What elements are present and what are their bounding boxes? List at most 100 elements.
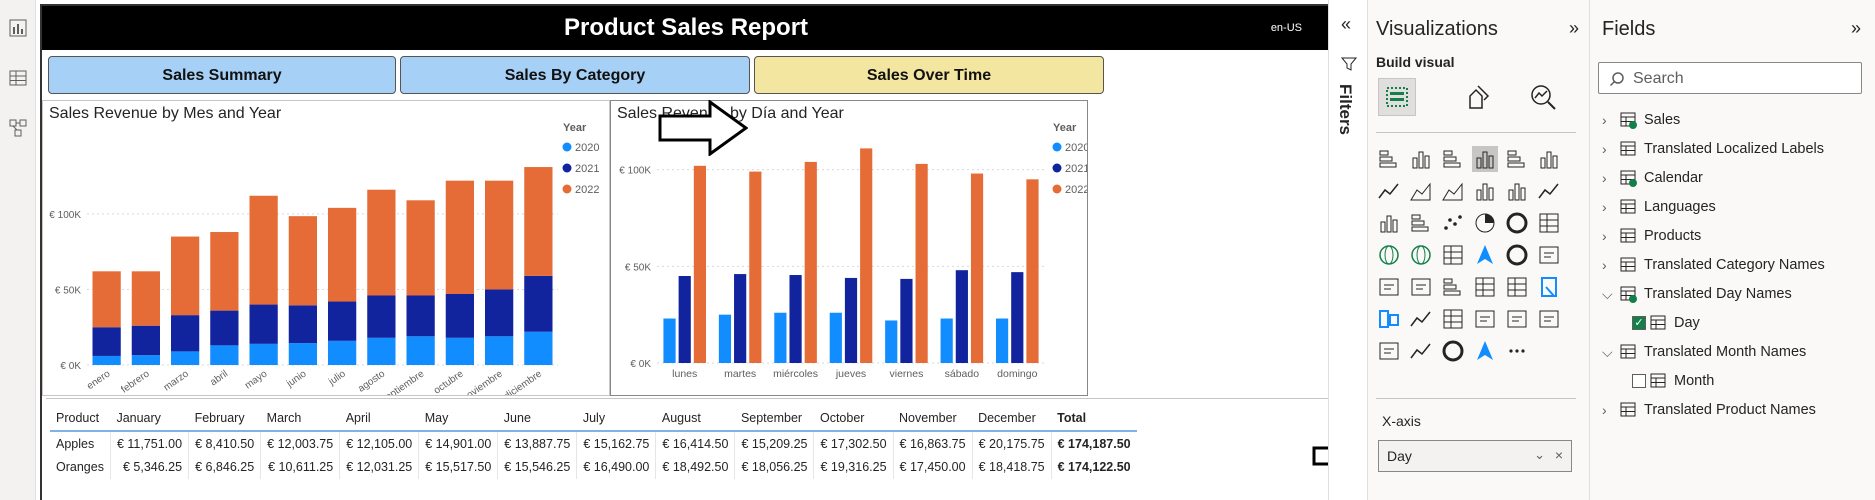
donut-icon[interactable]: [1504, 210, 1530, 236]
chevron-down-icon[interactable]: ⌵: [1602, 286, 1613, 302]
bar-2022[interactable]: [524, 167, 553, 276]
format-visual-icon[interactable]: [1464, 82, 1494, 112]
bar-2021[interactable]: [734, 274, 747, 363]
legend-item-2022[interactable]: 2022: [1065, 184, 1087, 196]
matrix-header-cell[interactable]: January: [110, 405, 189, 432]
bar-2022[interactable]: [445, 180, 475, 294]
chevron-right-icon[interactable]: ›: [1602, 170, 1607, 186]
gauge-icon[interactable]: [1504, 242, 1530, 268]
pie-icon[interactable]: [1472, 210, 1498, 236]
bar-2022[interactable]: [249, 195, 278, 305]
paginated-icon[interactable]: [1536, 306, 1562, 332]
bar-2020[interactable]: [92, 355, 121, 365]
bar-2022[interactable]: [367, 189, 396, 296]
sales-matrix[interactable]: Product January February March April May June J…: [46, 398, 1330, 500]
matrix-header-cell[interactable]: Total: [1051, 405, 1137, 432]
azure-map-icon[interactable]: [1472, 242, 1498, 268]
bar-2021[interactable]: [445, 293, 475, 338]
bar-2022[interactable]: [327, 207, 357, 302]
bar-2020[interactable]: [367, 337, 396, 365]
qa-icon[interactable]: [1472, 306, 1498, 332]
matrix-header-cell[interactable]: September: [734, 405, 814, 432]
bar-2022[interactable]: [860, 148, 873, 363]
bar-2021[interactable]: [210, 310, 239, 346]
bar-2022[interactable]: [970, 173, 984, 363]
treemap-icon[interactable]: [1536, 210, 1562, 236]
table-icon[interactable]: [1472, 274, 1498, 300]
bar-2020[interactable]: [249, 343, 278, 365]
clustered-bar-icon[interactable]: [1408, 146, 1434, 172]
decomposition-icon[interactable]: [1440, 306, 1466, 332]
scatter-dots-icon[interactable]: [1440, 210, 1466, 236]
fields-search[interactable]: Search: [1598, 62, 1862, 94]
legend-item-2021[interactable]: 2021: [575, 163, 599, 175]
legend-item-2020[interactable]: 2020: [575, 142, 599, 154]
stacked-bar-icon-2[interactable]: [1504, 146, 1530, 172]
matrix-header-cell[interactable]: February: [188, 405, 261, 432]
table-view-icon[interactable]: [8, 68, 28, 88]
card-icon[interactable]: [1536, 242, 1562, 268]
bar-2020[interactable]: [524, 331, 553, 365]
bar-2020[interactable]: [288, 343, 318, 365]
nav-button-sales-over-time[interactable]: Sales Over Time: [754, 56, 1104, 94]
bar-2021[interactable]: [92, 327, 121, 356]
waterfall-icon[interactable]: [1536, 178, 1562, 204]
nav-button-sales-by-category[interactable]: Sales By Category: [400, 56, 750, 94]
matrix-icon[interactable]: [1504, 274, 1530, 300]
funnel-icon[interactable]: [1408, 210, 1434, 236]
bar-2020[interactable]: [170, 351, 200, 365]
legend-item-2020[interactable]: 2020: [1065, 142, 1087, 154]
collapse-fields-icon[interactable]: »: [1850, 18, 1861, 38]
chart-day-panel[interactable]: Sales Revenue by Día and Year € 0K € 50K €…: [610, 100, 1088, 396]
bar-2021[interactable]: [484, 289, 514, 337]
r-visual-icon[interactable]: [1536, 274, 1562, 300]
xaxis-well[interactable]: Day ⌄ ×: [1378, 440, 1572, 472]
automate-icon[interactable]: [1472, 338, 1498, 364]
scatter-icon[interactable]: [1376, 210, 1402, 236]
bar-2021[interactable]: [131, 325, 161, 356]
matrix-header-cell[interactable]: March: [260, 405, 340, 432]
shape-map-icon[interactable]: [1440, 242, 1466, 268]
legend-item-2021[interactable]: 2021: [1065, 163, 1087, 175]
bar-2021[interactable]: [170, 315, 200, 352]
checkbox-checked[interactable]: ✓: [1632, 316, 1646, 330]
line-chart-icon[interactable]: [1376, 178, 1402, 204]
bar-2020[interactable]: [995, 318, 1009, 363]
stacked-bar-icon[interactable]: [1376, 146, 1402, 172]
chevron-right-icon[interactable]: ›: [1602, 228, 1607, 244]
bar-2020[interactable]: [829, 312, 842, 363]
collapse-visualizations-icon[interactable]: »: [1568, 18, 1579, 38]
bar-2020[interactable]: [327, 340, 357, 365]
bar-2022[interactable]: [170, 236, 200, 316]
bar-2022[interactable]: [210, 232, 239, 311]
analytics-icon[interactable]: [1528, 82, 1558, 112]
bar-2021[interactable]: [288, 305, 318, 344]
matrix-header-cell[interactable]: July: [576, 405, 656, 432]
bar-2021[interactable]: [406, 295, 435, 337]
bar-2021[interactable]: [844, 277, 858, 363]
bar-2020[interactable]: [445, 337, 475, 365]
key-influencers-icon[interactable]: [1408, 306, 1434, 332]
chart-month-panel[interactable]: Sales Revenue by Mes and Year € 0K € 50K €…: [42, 100, 610, 396]
chevron-right-icon[interactable]: ›: [1602, 402, 1607, 418]
bar-2022[interactable]: [131, 271, 161, 326]
matrix-header-cell[interactable]: November: [893, 405, 973, 432]
chevron-right-icon[interactable]: ›: [1602, 199, 1607, 215]
collapse-filters-icon[interactable]: «: [1341, 14, 1352, 34]
matrix-header-cell[interactable]: April: [339, 405, 419, 432]
area-chart-icon[interactable]: [1408, 178, 1434, 204]
bar-2022[interactable]: [804, 161, 817, 363]
chevron-down-icon[interactable]: ⌵: [1602, 344, 1613, 360]
nav-button-sales-summary[interactable]: Sales Summary: [48, 56, 396, 94]
bar-2021[interactable]: [367, 295, 396, 338]
matrix-header-cell[interactable]: October: [813, 405, 894, 432]
diamond-icon[interactable]: [1440, 338, 1466, 364]
stacked-area-icon[interactable]: [1440, 178, 1466, 204]
bar-2021[interactable]: [249, 304, 278, 344]
chevron-right-icon[interactable]: ›: [1602, 141, 1607, 157]
checkbox-unchecked[interactable]: [1632, 374, 1646, 388]
close-icon[interactable]: ×: [1554, 447, 1563, 463]
bar-2021[interactable]: [900, 278, 913, 363]
python-icon[interactable]: [1376, 306, 1402, 332]
map-icon[interactable]: [1376, 242, 1402, 268]
